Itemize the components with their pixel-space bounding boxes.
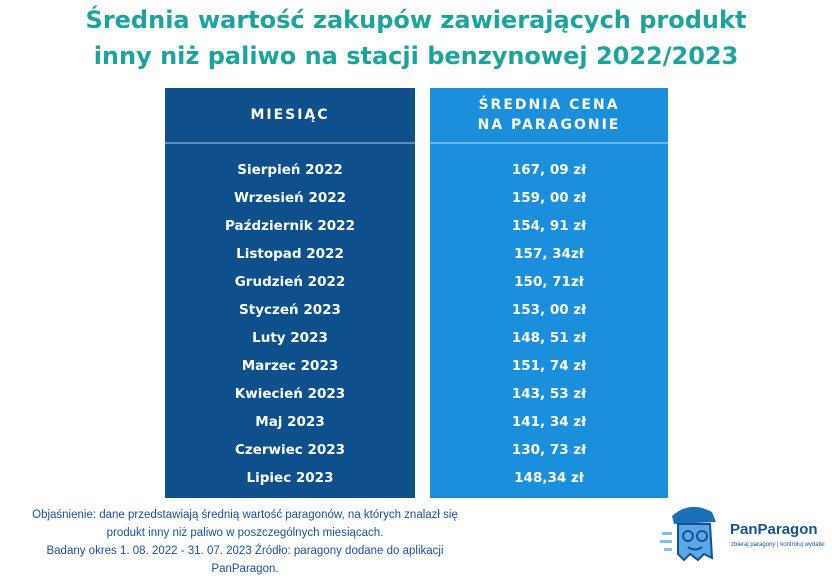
footnote-line: Badany okres 1. 08. 2022 - 31. 07. 2023 …: [46, 545, 444, 557]
month-cell: Listopad 2022: [236, 246, 344, 262]
price-cell: 167, 09 zł: [511, 162, 587, 178]
price-cell: 148,34 zł: [514, 470, 584, 486]
month-cell: Kwiecień 2023: [234, 386, 346, 402]
price-cell: 143, 53 zł: [511, 386, 587, 402]
price-cell: 141, 34 zł: [511, 414, 587, 430]
footnote-line: produkt inny niż paliwo w poszczególnych…: [106, 527, 384, 539]
month-cell: Październik 2022: [225, 218, 355, 234]
price-column: [430, 88, 668, 498]
month-cell: Luty 2023: [252, 330, 328, 346]
column-header: MIESIĄC: [165, 88, 415, 144]
footnote-line: PanParagon.: [211, 563, 279, 575]
month-cell: Marzec 2023: [241, 358, 339, 374]
month-cell: Wrzesień 2022: [233, 190, 347, 206]
month-cell: Maj 2023: [255, 414, 325, 430]
title-line: inny niż paliwo na stacji benzynowej 202…: [93, 42, 739, 70]
month-cell: Czerwiec 2023: [234, 442, 346, 458]
price-cell: 159, 00 zł: [511, 190, 587, 206]
month-cell: Sierpień 2022: [237, 162, 343, 178]
logo-tagline: zbieraj paragony | kontroluj wydatki: [731, 542, 825, 548]
price-cell: 130, 73 zł: [511, 442, 587, 458]
column-header: ŚREDNIA CENA NA PARAGONIE: [430, 88, 668, 144]
logo-icon: [660, 506, 716, 562]
price-cell: 151, 74 zł: [511, 358, 587, 374]
logo-name: PanParagon: [730, 521, 818, 538]
price-cell: 148, 51 zł: [511, 330, 587, 346]
price-cell: 157, 34zł: [514, 246, 584, 262]
title-line: Średnia wartość zakupów zawierających pr…: [85, 6, 747, 34]
footnote-line: Objaśnienie: dane przedstawiają średnią …: [32, 509, 458, 521]
month-cell: Styczeń 2023: [239, 302, 341, 318]
month-cell: Lipiec 2023: [246, 470, 334, 486]
price-cell: 154, 91 zł: [511, 218, 587, 234]
month-column: [165, 88, 415, 498]
price-cell: 150, 71zł: [514, 274, 584, 290]
month-cell: Grudzień 2022: [234, 274, 346, 290]
price-cell: 153, 00 zł: [511, 302, 587, 318]
